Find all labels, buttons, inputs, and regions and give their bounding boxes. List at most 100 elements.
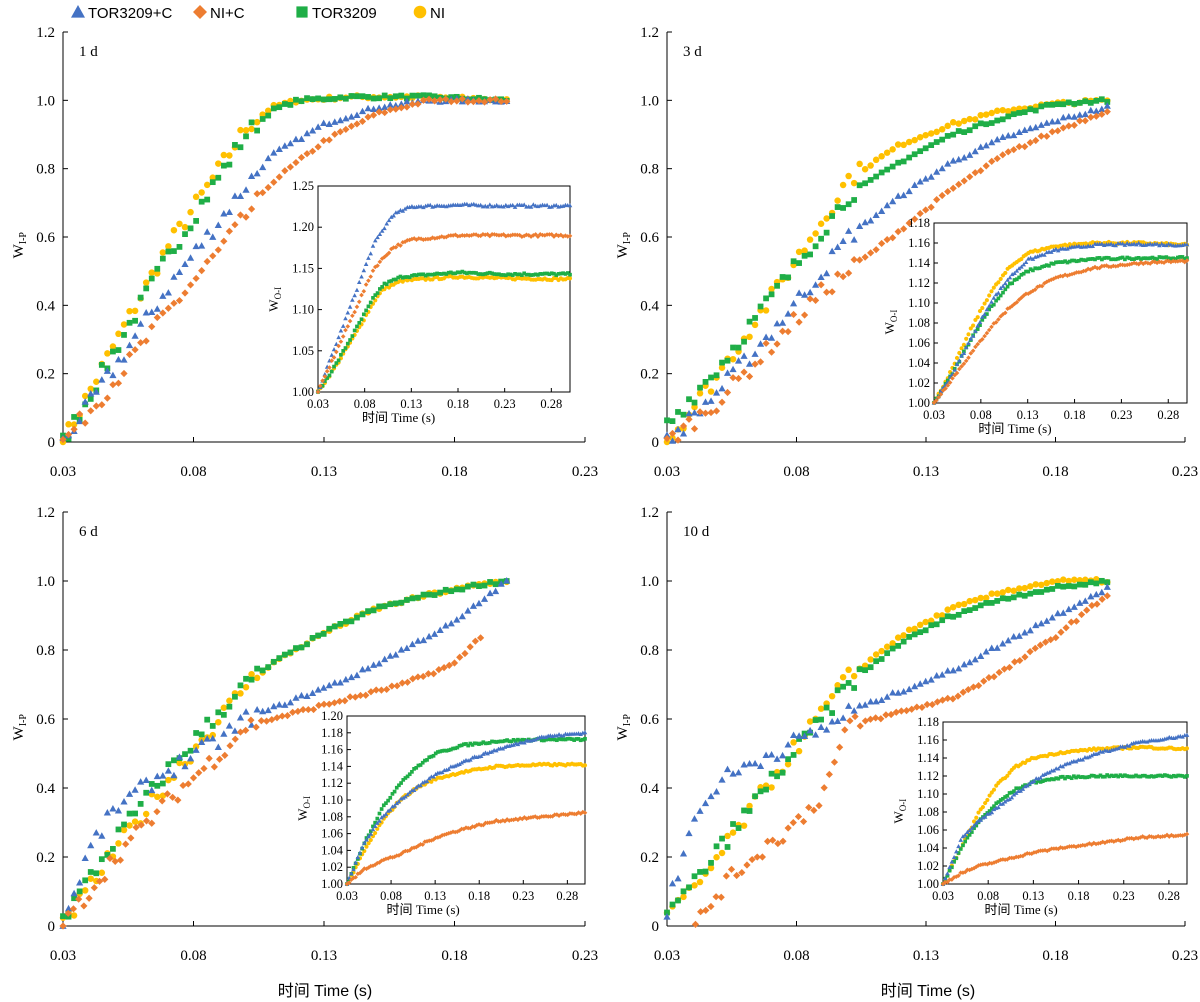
data-point	[873, 173, 880, 180]
inset-data-point	[951, 854, 957, 860]
data-point	[911, 682, 919, 690]
inset-y-axis-title: WO-I	[891, 799, 908, 824]
data-point	[414, 637, 422, 644]
inset-data-point	[416, 272, 421, 277]
data-point	[1087, 106, 1095, 114]
inset-data-point	[531, 202, 536, 207]
inset-x-tick-label: 0.08	[380, 889, 402, 903]
data-point	[204, 716, 211, 723]
data-point	[823, 215, 830, 222]
inset-data-point	[357, 321, 362, 325]
inset-data-point	[1031, 778, 1037, 783]
data-point	[259, 707, 267, 715]
data-point	[1043, 586, 1050, 593]
inset-data-point	[542, 271, 547, 276]
inset-data-point	[394, 277, 398, 282]
inset-x-tick-label: 0.08	[977, 889, 999, 903]
y-axis-title: WI-P	[11, 714, 29, 741]
data-point	[785, 274, 791, 281]
inset-data-point	[973, 344, 978, 350]
data-point	[717, 893, 725, 901]
data-point	[1071, 583, 1078, 590]
data-point	[663, 434, 671, 443]
data-point	[121, 332, 127, 338]
inset-data-point	[1141, 256, 1146, 261]
inset-data-point	[353, 860, 358, 865]
data-point	[376, 95, 383, 102]
inset-data-point	[520, 273, 524, 277]
inset-data-point	[474, 271, 478, 275]
data-point	[1052, 634, 1060, 642]
data-point	[795, 747, 803, 755]
inset-data-point	[996, 290, 1001, 295]
data-point	[1054, 609, 1062, 617]
x-tick-label: 0.03	[50, 948, 76, 964]
inset-data-point	[1013, 790, 1019, 795]
data-point	[774, 282, 780, 289]
data-point	[817, 705, 825, 712]
inset-data-point	[468, 741, 473, 746]
inset-data-point	[1131, 260, 1137, 266]
data-point	[76, 879, 84, 886]
inset-data-point	[426, 272, 430, 277]
data-point	[442, 586, 449, 593]
inset-data-point	[539, 738, 544, 743]
inset-data-point	[373, 293, 378, 297]
inset-data-point	[974, 815, 979, 820]
data-point	[314, 143, 322, 151]
data-point	[393, 682, 401, 690]
data-point	[674, 436, 682, 444]
inset-data-point	[354, 304, 360, 310]
inset-y-tick-label: 1.12	[917, 769, 939, 783]
data-point	[237, 682, 244, 689]
inset-data-point	[993, 320, 999, 325]
data-point	[320, 700, 328, 708]
inset-data-point	[1087, 754, 1092, 759]
chart-panel-3: 00.20.40.60.81.01.20.03 0.08 0.13 0.18 0.23W…	[11, 505, 598, 964]
inset-data-point	[964, 336, 969, 341]
data-point	[203, 735, 211, 742]
data-point	[276, 104, 283, 111]
data-point	[377, 686, 386, 694]
data-point	[850, 179, 858, 187]
inset-data-point	[315, 389, 321, 395]
data-point	[331, 130, 339, 138]
data-point	[982, 111, 990, 118]
data-point	[186, 254, 195, 261]
inset-data-point	[1011, 792, 1017, 797]
inset-data-point	[459, 743, 464, 748]
inset-y-tick-label: 1.14	[908, 256, 931, 270]
inset-data-point	[1070, 258, 1074, 263]
data-point	[315, 632, 322, 639]
data-point	[718, 776, 726, 783]
data-point	[164, 767, 172, 774]
data-point	[253, 169, 261, 177]
inset-data-point	[1116, 256, 1120, 261]
inset-data-point	[945, 879, 950, 885]
x-tick-label: 0.23	[572, 948, 598, 964]
data-point	[376, 603, 383, 610]
data-point	[65, 435, 72, 442]
data-point	[320, 136, 328, 145]
inset-data-point	[943, 386, 948, 391]
data-point	[1076, 599, 1084, 606]
data-point	[1047, 636, 1055, 644]
data-point	[878, 656, 885, 662]
data-point	[220, 210, 228, 217]
inset-data-point	[458, 270, 462, 275]
data-point	[834, 682, 841, 689]
data-point	[398, 679, 406, 687]
inset-data-point	[984, 330, 990, 336]
inset-data-point	[963, 839, 968, 844]
inset-data-point	[401, 777, 406, 782]
data-point	[988, 644, 996, 651]
inset-data-point	[971, 819, 977, 824]
inset-data-point	[344, 881, 350, 887]
inset-data-point	[1125, 255, 1130, 260]
data-point	[81, 887, 89, 894]
inset-data-point	[429, 754, 434, 759]
inset-data-point	[515, 817, 521, 823]
data-point	[741, 807, 747, 814]
data-point	[331, 96, 338, 102]
data-point	[969, 683, 978, 691]
